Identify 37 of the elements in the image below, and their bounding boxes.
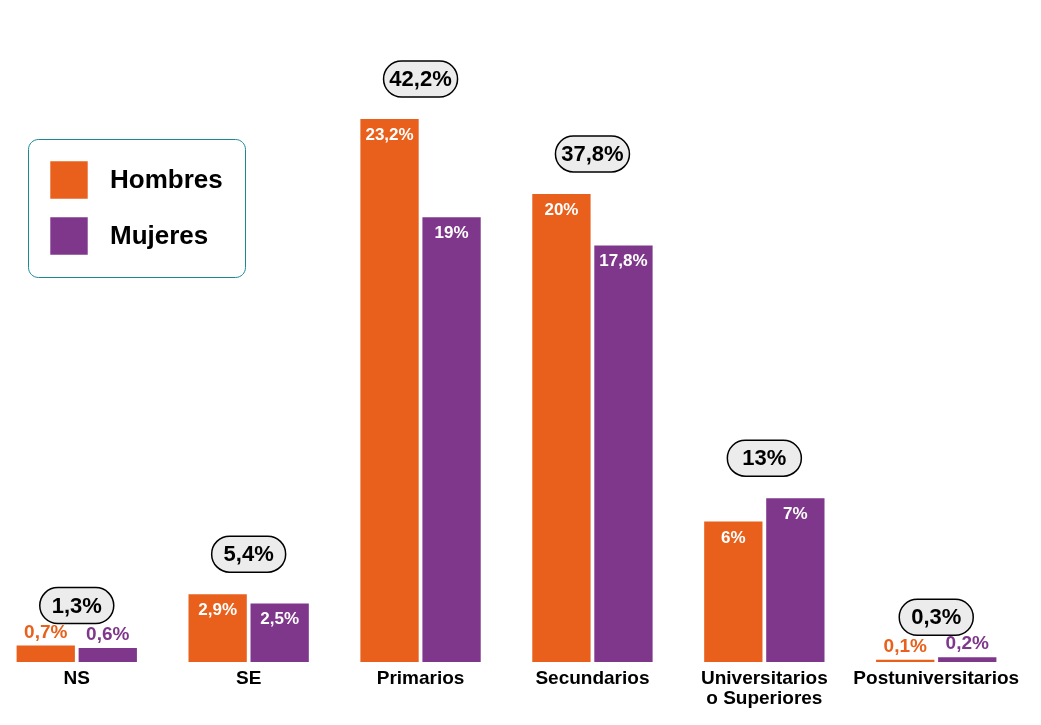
bar (16, 645, 75, 662)
bar (704, 521, 763, 662)
total-label: 5,4% (223, 541, 274, 567)
bar (250, 603, 309, 662)
bar (360, 119, 419, 662)
legend-label: Mujeres (110, 220, 209, 250)
data-label: 2,5% (260, 609, 300, 629)
bar (422, 217, 481, 662)
bar (594, 245, 653, 662)
bar (188, 594, 247, 662)
data-label: 0,7% (24, 620, 68, 642)
data-label: 0,1% (883, 634, 927, 656)
total-label: 42,2% (389, 66, 452, 91)
legend-label: Hombres (110, 164, 223, 194)
x-tick-label: Postuniversitarios (853, 666, 1020, 688)
x-tick-label: Universitarios o Superiores (700, 666, 828, 708)
bar (532, 193, 591, 662)
total-label: 13% (742, 445, 787, 471)
data-label: 20% (544, 199, 579, 219)
bar (78, 647, 137, 662)
data-label: 23,2% (365, 125, 414, 144)
data-label: 0,2% (945, 632, 990, 654)
x-tick-label: NS (63, 666, 90, 688)
x-tick-label: Secundarios (535, 666, 650, 688)
total-label: 37,8% (561, 140, 624, 166)
total-label: 0,3% (911, 604, 962, 630)
bar (938, 657, 997, 662)
total-label: 1,3% (51, 592, 102, 618)
data-label: 7% (783, 504, 808, 524)
x-tick-label: Primarios (376, 666, 465, 688)
data-label: 19% (434, 223, 469, 243)
x-tick-label: SE (235, 666, 262, 688)
data-label: 17,8% (599, 251, 648, 271)
data-label: 6% (721, 527, 746, 547)
data-label: 2,9% (198, 600, 238, 620)
data-label: 0,6% (86, 622, 130, 644)
bar (766, 498, 825, 662)
